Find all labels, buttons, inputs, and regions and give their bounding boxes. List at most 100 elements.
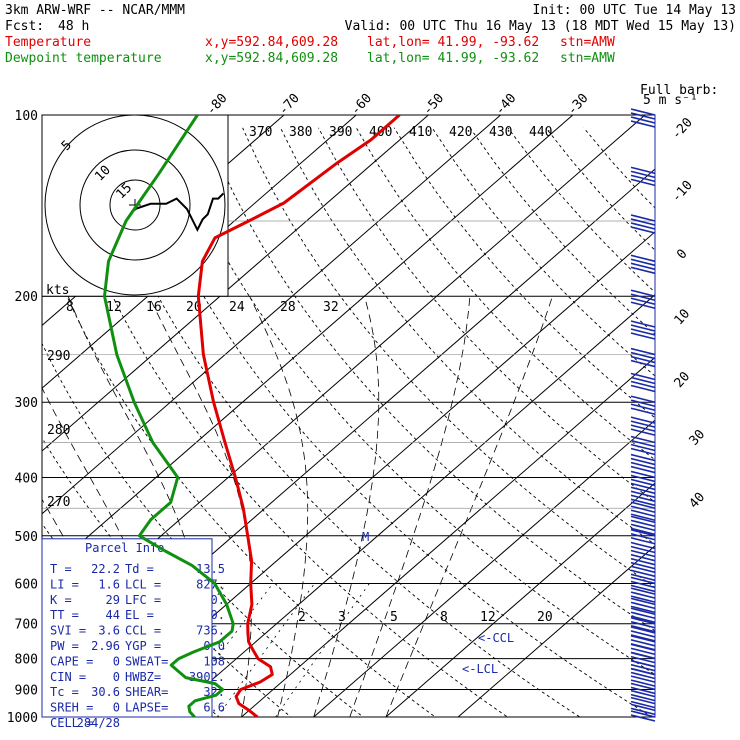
parcel-value: 6.6 [203, 701, 225, 715]
mixing-ratio-low-label: 20 [537, 610, 553, 625]
wind-barb [630, 707, 656, 716]
header: 3km ARW-WRF -- NCAR/MMM Init: 00 UTC Tue … [5, 3, 736, 66]
wind-barb [630, 679, 656, 687]
parcel-value: 3.6 [98, 624, 120, 638]
dry-adiabat [52, 127, 509, 717]
wind-barb [630, 703, 656, 712]
isotherm-label: -70 [276, 91, 303, 118]
wind-barb [630, 470, 656, 479]
isotherm-line [42, 115, 429, 452]
parcel-label: K = [50, 593, 72, 607]
theta-e-label: 390 [329, 125, 352, 140]
pressure-tick-label: 100 [15, 109, 38, 124]
pressure-tick-label: 700 [15, 618, 38, 633]
wind-barb [630, 682, 656, 691]
parcel-value: 0 [113, 701, 120, 715]
parcel-label: CCL = [125, 624, 161, 638]
pressure-tick-label: 300 [15, 396, 38, 411]
wind-barb [630, 616, 656, 625]
isotherm-label: -30 [565, 91, 592, 118]
barb-legend-title: Full barb: [640, 83, 718, 98]
isotherm-line [42, 115, 574, 578]
wind-barb [630, 529, 656, 537]
wind-barb [630, 254, 656, 263]
parcel-value: 22.2 [91, 562, 120, 576]
isotherm-line [168, 293, 655, 717]
wind-barb [630, 258, 656, 267]
dry-adiabat [0, 128, 14, 730]
wind-barb [630, 226, 656, 234]
isotherm-label: 20 [672, 369, 694, 391]
wind-barb [630, 262, 656, 271]
wind-barb [630, 605, 656, 614]
dewpoint-legend-stn: stn=AMW [560, 51, 615, 66]
theta-e-label: 440 [529, 125, 552, 140]
wind-barb [630, 580, 656, 589]
wind-barb [630, 359, 656, 368]
parcel-value: 44 [106, 608, 120, 622]
wind-barb [630, 399, 656, 408]
dry-adiabat [242, 127, 655, 588]
wind-barb [630, 630, 656, 638]
mixing-ratio-top-label: 24 [229, 300, 245, 315]
isotherm-line [241, 356, 655, 717]
wind-barb [630, 222, 656, 230]
wind-barb [630, 527, 656, 536]
dewpoint-legend-xy: x,y=592.84,609.28 [205, 51, 338, 66]
parcel-label: CIN = [50, 670, 86, 684]
wind-barb [630, 376, 656, 385]
wind-barb [630, 420, 656, 428]
wind-barb [630, 301, 656, 309]
wind-barb [630, 626, 656, 634]
dry-adiabat [42, 437, 292, 717]
wind-barb [630, 457, 656, 466]
wind-barb [630, 519, 656, 528]
parcel-value: 0 [113, 670, 120, 684]
wind-barb [630, 505, 656, 514]
wind-barb [630, 591, 656, 599]
wind-barb [630, 166, 656, 175]
mixing-ratio-top-label: 16 [146, 300, 162, 315]
isotherm-label: 40 [687, 490, 709, 512]
parcel-label: Td = [125, 562, 154, 576]
parcel-label: LCL = [125, 577, 161, 591]
parcel-value: 108 [203, 654, 225, 668]
isotherm-label: -10 [669, 178, 696, 205]
theta-label: 270 [47, 495, 70, 510]
wind-barb [630, 565, 656, 574]
wind-barb [630, 576, 656, 585]
parcel-value: 0. [211, 608, 225, 622]
pressure-tick-label: 200 [15, 290, 38, 305]
mixing-ratio-top-label: 28 [280, 300, 296, 315]
wind-barb [630, 474, 656, 483]
dewpoint-legend-name: Dewpoint temperature [5, 51, 162, 66]
wind-barb [630, 170, 656, 179]
wind-barb [630, 416, 656, 424]
mixing-ratio-top-label: 32 [323, 300, 339, 315]
hodograph-ring [79, 149, 191, 261]
wind-barb [630, 675, 656, 683]
isotherm-label: -50 [420, 91, 447, 118]
parcel-label: SVI = [50, 624, 86, 638]
wind-barb [630, 693, 656, 702]
wind-barb [630, 615, 656, 624]
wind-barb [630, 320, 656, 328]
mixing-ratio-top-label: 12 [106, 300, 122, 315]
wind-barb [630, 671, 656, 680]
parcel-value: 2.96 [91, 639, 120, 653]
pressure-tick-label: 500 [15, 530, 38, 545]
wind-barb [630, 482, 656, 491]
ccl-marker: <-CCL [478, 631, 514, 645]
wind-barb [630, 686, 656, 695]
wind-barb [630, 634, 656, 642]
mixing-ratio-low-label: 3 [338, 610, 346, 625]
header-valid: Valid: 00 UTC Thu 16 May 13 (18 MDT Wed … [345, 19, 736, 34]
wind-barb [630, 178, 656, 187]
wind-barb [630, 557, 656, 566]
wind-barb [630, 595, 656, 603]
mixing-ratio-low-label: 8 [440, 610, 448, 625]
wind-barb [630, 351, 656, 360]
m-marker: M [362, 530, 369, 544]
isotherm-label: 0 [674, 247, 690, 263]
